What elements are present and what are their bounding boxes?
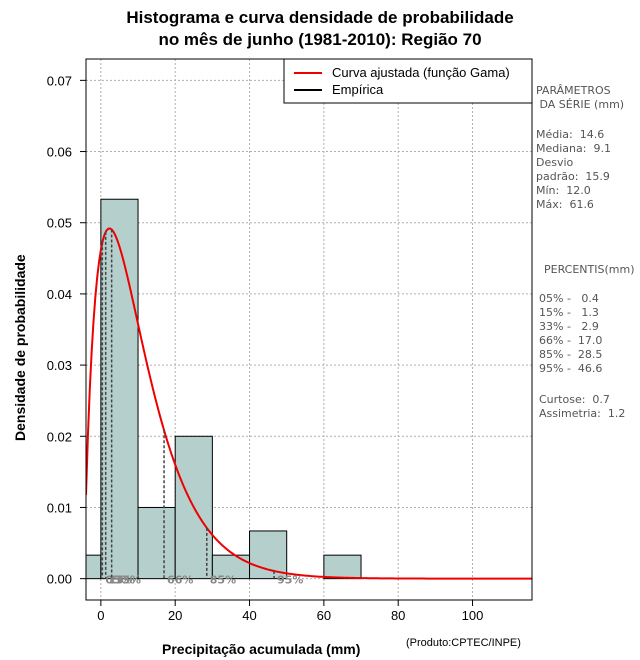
shape-stats: Curtose: 0.7 Assimetria: 1.2 [539,393,626,420]
y-tick-label: 0.03 [47,358,72,373]
percentile-label: 66% [167,574,193,587]
legend-box [283,58,533,104]
histogram-bar [323,554,362,580]
histogram-bar [249,530,288,580]
y-tick-label: 0.00 [47,572,72,587]
histogram-bar [86,554,102,580]
percentile-label: 15% [109,574,135,587]
gamma-density-curve [86,227,532,580]
x-tick-label: 40 [242,608,256,623]
y-tick-label: 0.06 [47,145,72,160]
histogram-bar [137,506,176,580]
chart-title-line2: no mês de junho (1981-2010): Região 70 [158,30,482,49]
x-tick-label: 80 [391,608,405,623]
y-tick-label: 0.04 [47,287,72,302]
percentis-header: PERCENTIS(mm) [544,263,635,276]
stats-header: PARÂMETROS DA SÉRIE (mm) [536,84,625,111]
percentile-label: 95% [277,574,303,587]
credit-text: (Produto:CPTEC/INPE) [406,637,521,649]
x-axis-label: Precipitação acumulada (mm) [162,641,361,657]
x-tick-label: 0 [97,608,104,623]
chart-title-line1: Histograma e curva densidade de probabil… [126,8,514,27]
percentis-body: 05% - 0.4 15% - 1.3 33% - 2.9 66% - 17.0… [539,292,603,375]
x-tick-label: 100 [462,608,484,623]
histogram-bar [100,198,139,580]
x-tick-label: 20 [168,608,182,623]
y-tick-label: 0.01 [47,500,72,515]
legend-label: Empírica [332,82,384,97]
stats-body: Média: 14.6 Mediana: 9.1 Desvio padrão: … [536,128,611,211]
y-tick-label: 0.02 [47,429,72,444]
x-tick-label: 60 [317,608,331,623]
legend-label: Curva ajustada (função Gama) [332,65,510,80]
percentile-label: 33% [115,574,141,587]
y-tick-label: 0.07 [47,73,72,88]
y-tick-label: 0.05 [47,216,72,231]
percentile-label: 85% [210,574,236,587]
y-axis-label: Densidade de probabilidade [12,254,28,441]
